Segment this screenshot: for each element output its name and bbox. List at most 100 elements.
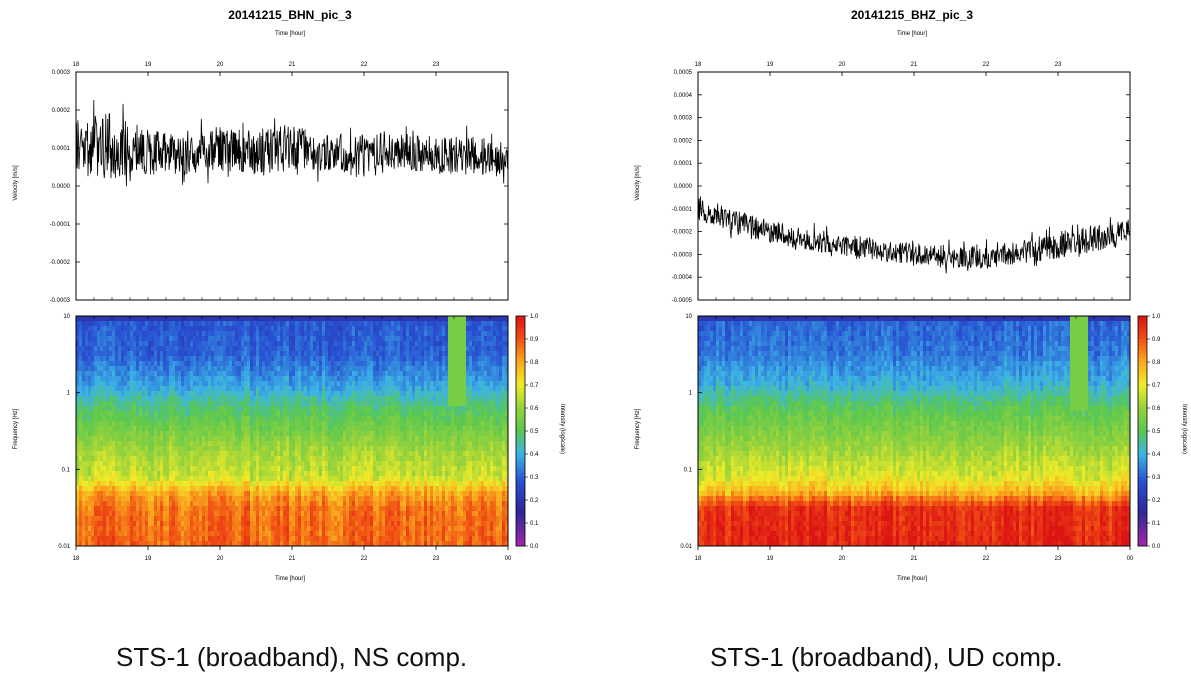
heatmap-cell	[229, 371, 233, 377]
heatmap-cell	[253, 421, 257, 427]
heatmap-cell	[259, 346, 263, 352]
heatmap-cell	[91, 431, 95, 437]
heatmap-cell	[166, 521, 170, 527]
heatmap-cell	[271, 401, 275, 407]
heatmap-cell	[106, 531, 110, 537]
heatmap-cell	[271, 381, 275, 387]
heatmap-cell	[385, 466, 389, 472]
heatmap-cell	[259, 351, 263, 357]
heatmap-cell	[238, 521, 242, 527]
heatmap-cell	[307, 511, 311, 517]
heatmap-cell	[307, 446, 311, 452]
heatmap-cell	[76, 506, 80, 512]
heatmap-cell	[220, 326, 224, 332]
heatmap-cell	[301, 351, 305, 357]
heatmap-cell	[292, 496, 296, 502]
heatmap-cell	[361, 466, 365, 472]
heatmap-cell	[358, 426, 362, 432]
heatmap-cell	[388, 331, 392, 337]
heatmap-cell	[313, 501, 317, 507]
heatmap-cell	[379, 346, 383, 352]
heatmap-cell	[187, 416, 191, 422]
heatmap-cell	[232, 351, 236, 357]
heatmap-cell	[238, 446, 242, 452]
heatmap-cell	[127, 536, 131, 542]
heatmap-cell	[169, 436, 173, 442]
heatmap-cell	[277, 526, 281, 532]
heatmap-cell	[202, 401, 206, 407]
heatmap-cell	[322, 416, 326, 422]
heatmap-cell	[310, 391, 314, 397]
heatmap-cell	[82, 451, 86, 457]
heatmap-cell	[94, 326, 98, 332]
heatmap-cell	[334, 401, 338, 407]
heatmap-cell	[376, 351, 380, 357]
heatmap-cell	[346, 506, 350, 512]
heatmap-cell	[271, 526, 275, 532]
heatmap-cell	[109, 486, 113, 492]
heatmap-cell	[178, 386, 182, 392]
heatmap-cell	[160, 431, 164, 437]
heatmap-cell	[202, 411, 206, 417]
heatmap-cell	[262, 516, 266, 522]
heatmap-cell	[262, 451, 266, 457]
heatmap-cell	[151, 411, 155, 417]
heatmap-cell	[106, 346, 110, 352]
heatmap-cell	[346, 476, 350, 482]
heatmap-cell	[121, 471, 125, 477]
heatmap-cell	[373, 446, 377, 452]
heatmap-cell	[274, 341, 278, 347]
heatmap-cell	[391, 451, 395, 457]
heatmap-cell	[328, 401, 332, 407]
heatmap-cell	[172, 536, 176, 542]
heatmap-cell	[202, 316, 206, 322]
heatmap-cell	[298, 501, 302, 507]
heatmap-cell	[307, 401, 311, 407]
heatmap-cell	[349, 441, 353, 447]
heatmap-cell	[349, 336, 353, 342]
heatmap-cell	[214, 501, 218, 507]
heatmap-cell	[256, 486, 260, 492]
heatmap-cell	[193, 391, 197, 397]
heatmap-cell	[88, 381, 92, 387]
heatmap-cell	[337, 411, 341, 417]
heatmap-cell	[385, 391, 389, 397]
heatmap-cell	[109, 356, 113, 362]
heatmap-cell	[310, 521, 314, 527]
heatmap-cell	[214, 471, 218, 477]
heatmap-cell	[175, 516, 179, 522]
heatmap-cell	[226, 511, 230, 517]
heatmap-cell	[364, 521, 368, 527]
heatmap-cell	[211, 386, 215, 392]
heatmap-cell	[91, 511, 95, 517]
heatmap-cell	[160, 466, 164, 472]
heatmap-cell	[382, 316, 386, 322]
heatmap-cell	[301, 436, 305, 442]
heatmap-cell	[268, 321, 272, 327]
heatmap-cell	[199, 446, 203, 452]
heatmap-cell	[175, 401, 179, 407]
heatmap-cell	[271, 421, 275, 427]
heatmap-cell	[394, 511, 398, 517]
heatmap-cell	[115, 496, 119, 502]
heatmap-cell	[79, 441, 83, 447]
heatmap-cell	[79, 431, 83, 437]
heatmap-cell	[175, 441, 179, 447]
heatmap-cell	[94, 391, 98, 397]
heatmap-cell	[136, 391, 140, 397]
heatmap-cell	[223, 341, 227, 347]
heatmap-cell	[316, 466, 320, 472]
heatmap-cell	[184, 521, 188, 527]
heatmap-cell	[238, 541, 242, 547]
heatmap-cell	[334, 331, 338, 337]
heatmap-cell	[133, 331, 137, 337]
heatmap-cell	[214, 541, 218, 547]
heatmap-cell	[202, 496, 206, 502]
heatmap-cell	[268, 376, 272, 382]
heatmap-cell	[223, 376, 227, 382]
heatmap-cell	[142, 351, 146, 357]
heatmap-cell	[205, 516, 209, 522]
heatmap-cell	[118, 341, 122, 347]
heatmap-cell	[334, 391, 338, 397]
heatmap-cell	[325, 346, 329, 352]
